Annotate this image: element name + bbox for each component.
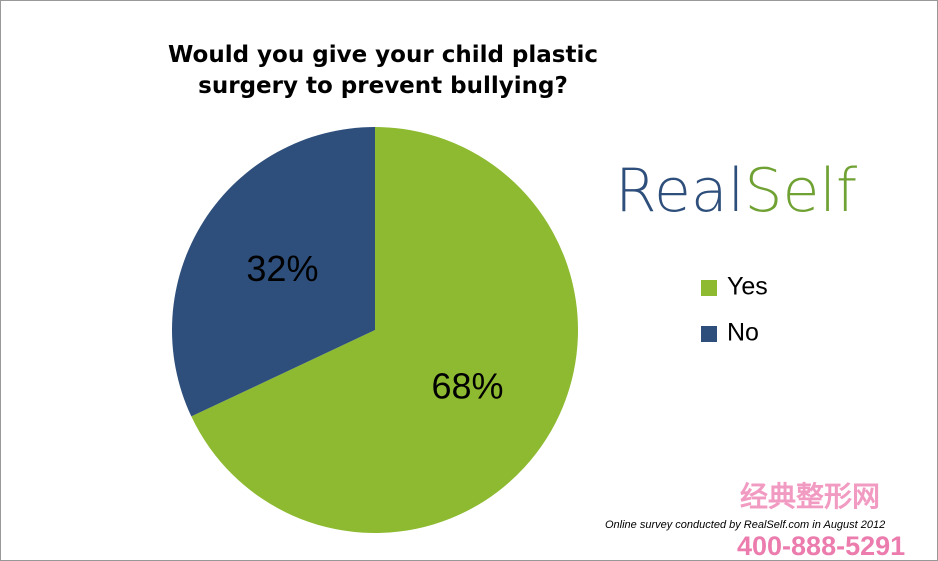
logo-part: Real bbox=[615, 156, 744, 226]
pie-slice bbox=[191, 127, 579, 534]
watermark: 400-888-5291 bbox=[737, 531, 905, 561]
value-label: 32% bbox=[246, 248, 318, 289]
legend-label: Yes bbox=[727, 273, 768, 301]
chart-title: Would you give your child plastic surger… bbox=[167, 42, 599, 99]
pie-slice bbox=[172, 127, 375, 417]
legend-swatch bbox=[701, 280, 717, 296]
legend-label: No bbox=[727, 319, 759, 347]
logo-part: Self bbox=[744, 156, 857, 226]
watermark: 经典整形网 bbox=[740, 480, 880, 512]
value-label: 68% bbox=[432, 365, 504, 406]
legend-swatch bbox=[701, 326, 717, 342]
note: Online survey conducted by RealSelf.com … bbox=[605, 519, 885, 531]
logo: RealSelf bbox=[615, 156, 857, 226]
